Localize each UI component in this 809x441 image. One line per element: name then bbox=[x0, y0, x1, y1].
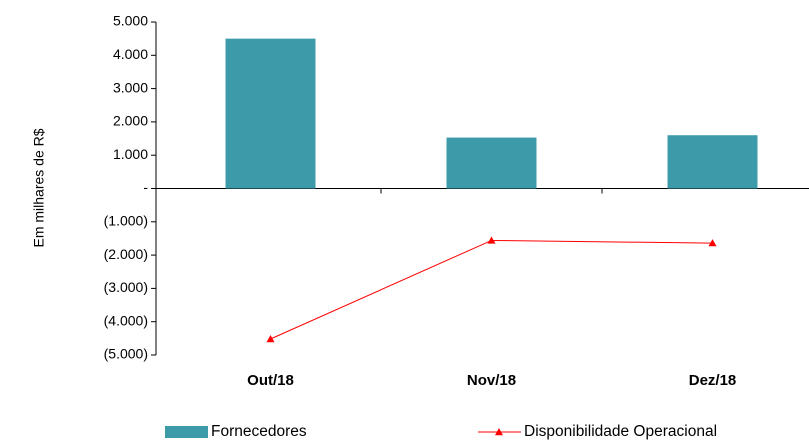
y-tick-label: (5.000) bbox=[104, 346, 148, 362]
y-tick-label: (2.000) bbox=[104, 246, 148, 262]
y-tick-label: - bbox=[143, 179, 148, 195]
y-tick-label: 3.000 bbox=[113, 79, 148, 95]
marker bbox=[266, 335, 275, 343]
x-tick-label: Dez/18 bbox=[689, 372, 737, 389]
y-tick-label: 5.000 bbox=[113, 13, 148, 29]
x-tick-label: Out/18 bbox=[247, 372, 294, 389]
bar bbox=[225, 38, 316, 189]
marker bbox=[487, 236, 496, 244]
legend-marker bbox=[495, 428, 503, 436]
y-tick-label: (4.000) bbox=[104, 312, 148, 328]
legend-label: Fornecedores bbox=[211, 423, 307, 440]
y-tick-label: 2.000 bbox=[113, 113, 148, 129]
y-tick-label: (3.000) bbox=[104, 279, 148, 295]
y-axis-label: Em milhares de R$ bbox=[31, 128, 47, 247]
y-tick-label: 1.000 bbox=[113, 146, 148, 162]
marker bbox=[708, 239, 717, 247]
line bbox=[270, 239, 713, 340]
y-tick-label: (1.000) bbox=[104, 213, 148, 229]
x-tick-label: Nov/18 bbox=[467, 372, 516, 389]
legend-swatch bbox=[165, 426, 208, 438]
y-tick-label: 4.000 bbox=[113, 46, 148, 62]
bar bbox=[446, 137, 537, 189]
bar bbox=[667, 135, 758, 189]
legend-label: Disponibilidade Operacional bbox=[524, 423, 717, 440]
